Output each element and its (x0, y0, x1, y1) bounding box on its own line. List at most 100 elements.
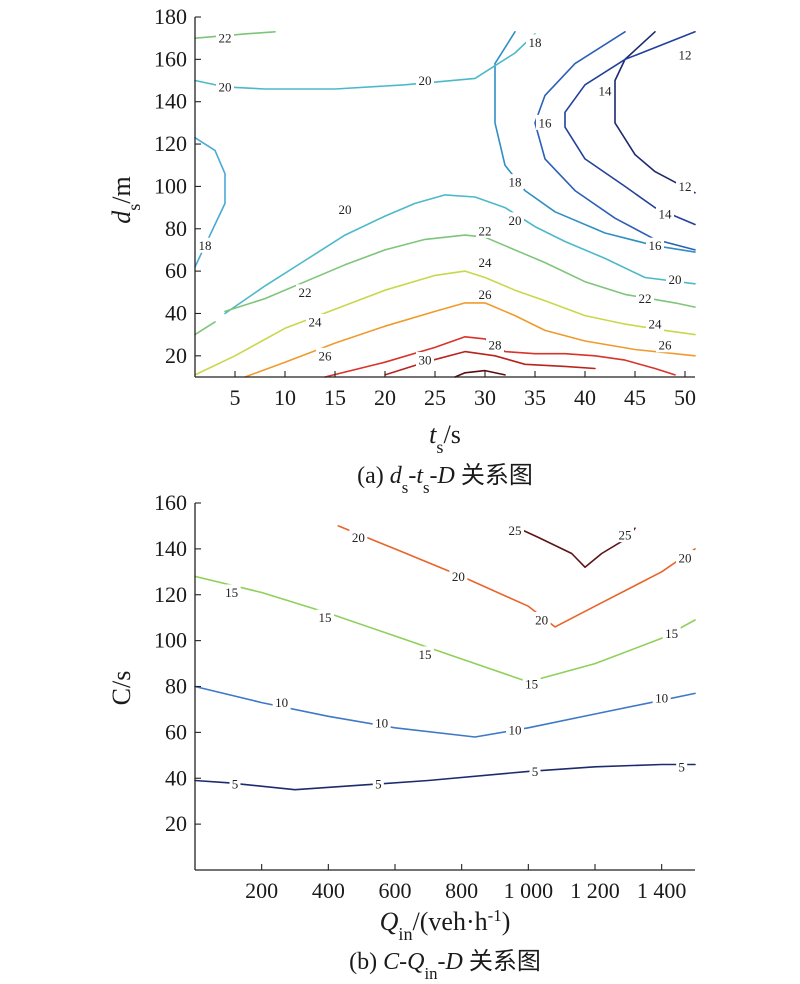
contour-label-bg (229, 775, 241, 791)
x-tick-label: 1 400 (637, 878, 687, 903)
x-tick-label: 5 (230, 385, 241, 410)
contour-label-bg (522, 676, 541, 692)
contour-label-bg (306, 313, 324, 329)
x-tick-label: 20 (374, 385, 396, 410)
contour-label-bg (476, 254, 494, 270)
y-tick-label: 160 (154, 490, 187, 515)
contour-label: 24 (649, 317, 663, 332)
contour-label: 20 (339, 202, 352, 217)
chart-a: 12 12 14 14 16 16 18 18 18 20 20 20 20 20 22 22 22 22 24 24… (154, 4, 696, 410)
contour-label-bg (536, 114, 554, 130)
contour-label-bg (662, 625, 681, 641)
contour-label-bg (416, 72, 434, 88)
y-tick-label: 40 (165, 300, 187, 325)
contour-label-bg (216, 30, 234, 46)
chart-a-y-axis-title: ds/m (107, 176, 144, 224)
contour-label-bg (676, 47, 694, 63)
contour-label: 28 (489, 338, 502, 353)
y-tick-label: 120 (154, 582, 187, 607)
contour-label: 16 (649, 238, 663, 253)
contour-label-bg (652, 689, 671, 705)
contour-label-bg (476, 286, 494, 302)
contour-label: 20 (352, 530, 365, 545)
contour-label: 20 (219, 79, 232, 94)
contour-lines (194, 522, 696, 791)
contour-label-bg (676, 550, 694, 566)
contour-label: 15 (319, 610, 332, 625)
contour-line-peak (454, 369, 506, 378)
chart-a-x-axis-title: ts/s (429, 420, 461, 457)
contour-label: 20 (419, 73, 432, 88)
contour-label-bg (646, 316, 664, 332)
contour-label-bg (336, 201, 354, 217)
contour-line-20 (194, 33, 536, 90)
x-tick-label: 25 (424, 385, 446, 410)
contour-label: 15 (525, 677, 538, 692)
y-tick-label: 80 (165, 674, 187, 699)
x-tick-label: 35 (524, 385, 546, 410)
contour-label: 10 (275, 695, 288, 710)
contour-label: 14 (599, 84, 613, 99)
chart-b-caption: (b) C-Qin-D 关系图 (349, 948, 541, 983)
contour-label-bg (506, 212, 524, 228)
contour-label: 30 (419, 353, 432, 368)
contour-label-bg (506, 722, 524, 738)
contour-label: 24 (479, 255, 493, 270)
contour-label: 20 (509, 213, 522, 228)
contour-line-22 (194, 321, 216, 336)
contour-line-5 (194, 763, 696, 791)
contour-label-bg (506, 174, 524, 190)
contour-line-14 (564, 31, 696, 226)
contour-lines (194, 31, 696, 378)
contour-label: 22 (639, 291, 652, 306)
contour-label: 5 (678, 759, 685, 774)
y-tick-label: 20 (165, 343, 187, 368)
x-tick-label: 1 200 (570, 878, 620, 903)
contour-label-bg (296, 284, 314, 300)
contour-label-bg (372, 775, 384, 791)
contour-label: 15 (419, 647, 432, 662)
contour-label-bg (646, 237, 664, 253)
contour-label: 5 (532, 764, 539, 779)
contour-line-25 (507, 522, 636, 568)
contour-label-bg (506, 522, 524, 538)
contour-label: 24 (309, 314, 323, 329)
contour-line-28 (324, 336, 676, 378)
contour-label: 12 (679, 48, 692, 63)
contour-line-16 (534, 31, 696, 251)
contour-label-bg (476, 222, 494, 238)
chart-b-y-axis-title: C/s (107, 671, 136, 706)
contour-line-24 (194, 270, 696, 376)
y-tick-label: 80 (165, 216, 187, 241)
contour-label-bg (529, 763, 541, 779)
contour-label-bg (676, 758, 688, 774)
contour-label: 15 (665, 626, 678, 641)
contour-label: 10 (509, 723, 522, 738)
contour-label: 16 (539, 115, 553, 130)
y-tick-label: 160 (154, 46, 187, 71)
contour-line-10 (194, 685, 696, 738)
y-tick-label: 120 (154, 131, 187, 156)
y-tick-label: 100 (154, 173, 187, 198)
contour-label-bg (196, 237, 214, 253)
x-tick-label: 40 (574, 385, 596, 410)
contour-line-20 (224, 194, 696, 315)
contour-label: 5 (232, 776, 239, 791)
contour-labels: 12 12 14 14 16 16 18 18 18 20 20 20 20 20 22 22 22 22 24 24… (196, 30, 694, 368)
contour-label: 22 (479, 223, 492, 238)
contour-label: 20 (452, 569, 465, 584)
contour-label: 10 (375, 716, 388, 731)
y-tick-label: 140 (154, 89, 187, 114)
contour-label-bg (616, 527, 634, 543)
contour-labels: 5 5 5 5 10 10 10 10 15 15 15 15 15 20 20 20 20 25 25 (222, 522, 694, 791)
contour-line-15 (194, 575, 696, 683)
x-ticks: 200 400 600 800 1 000 1 200 1 400 (245, 864, 686, 903)
contour-label: 5 (375, 776, 382, 791)
contour-label: 20 (535, 612, 548, 627)
x-tick-label: 1 000 (504, 878, 554, 903)
x-ticks: 5 10 15 20 25 30 35 40 45 50 (230, 371, 696, 410)
y-tick-label: 40 (165, 765, 187, 790)
contour-label-bg (316, 347, 334, 363)
contour-line-22 (224, 234, 696, 313)
contour-label: 18 (199, 238, 212, 253)
